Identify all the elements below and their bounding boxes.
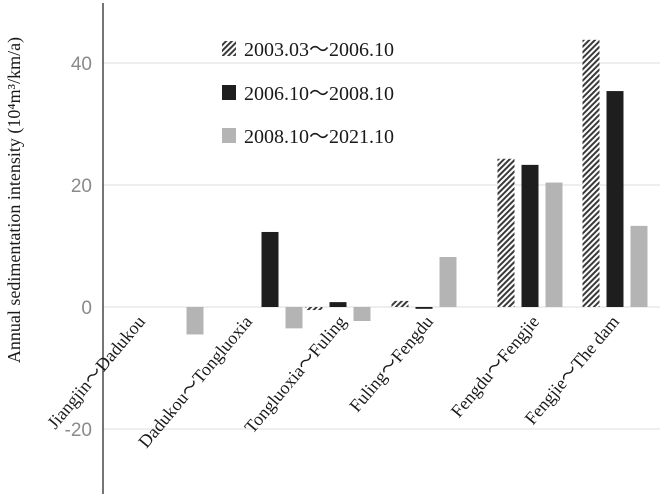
legend-swatch bbox=[222, 85, 236, 100]
y-tick-label: -20 bbox=[65, 420, 92, 441]
bar-series2 bbox=[521, 164, 539, 307]
y-tick-label: 0 bbox=[81, 298, 92, 319]
bars bbox=[186, 39, 648, 335]
bar-series1 bbox=[582, 39, 600, 307]
y-tick-label: 40 bbox=[71, 54, 92, 75]
legend-swatch bbox=[222, 41, 236, 56]
bar-series2 bbox=[415, 307, 433, 309]
bar-series3 bbox=[630, 225, 648, 307]
bar-series2 bbox=[261, 231, 279, 307]
bar-series3 bbox=[439, 256, 457, 307]
bar-series3 bbox=[353, 307, 371, 322]
bar-series3 bbox=[545, 182, 563, 307]
y-tick-labels: 40 20 0 -20 bbox=[65, 54, 92, 441]
y-tick-label: 20 bbox=[71, 176, 92, 197]
x-tick-labels: Jiangjin～DadukouDadukou～TongluoxiaTonglu… bbox=[43, 312, 623, 452]
category-label: Tongluoxia～Fuling bbox=[240, 312, 350, 437]
bar-series1 bbox=[497, 158, 515, 307]
legend-swatch bbox=[222, 128, 236, 143]
bar-series1 bbox=[391, 300, 409, 307]
legend-label: 2003.03～2006.10 bbox=[244, 39, 394, 61]
y-axis-label: Annual sedimentation intensity (10⁴m³/km… bbox=[4, 37, 25, 363]
legend-label: 2006.10～2008.10 bbox=[244, 83, 394, 105]
bar-series3 bbox=[285, 307, 303, 329]
category-label: Jiangjin～Dadukou bbox=[43, 312, 149, 433]
bar-series2 bbox=[329, 302, 347, 307]
bar-series2 bbox=[606, 91, 624, 307]
legend-label: 2008.10～2021.10 bbox=[244, 126, 394, 148]
bar-series1 bbox=[305, 307, 323, 311]
legend: 2003.03～2006.10 2006.10～2008.10 2008.10～20… bbox=[222, 39, 394, 148]
bar-series3 bbox=[186, 307, 204, 335]
category-label: Fuling～Fengdu bbox=[345, 312, 437, 416]
